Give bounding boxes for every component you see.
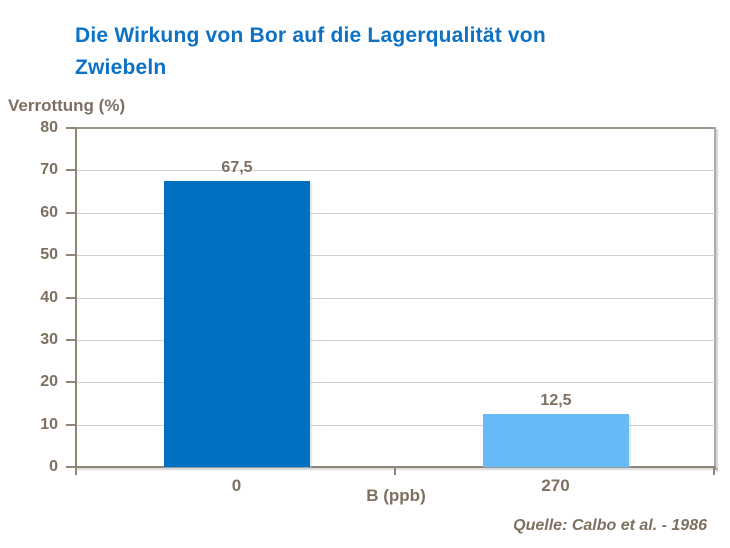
plot-area-top-border <box>75 127 716 129</box>
y-tick-label: 40 <box>40 289 58 306</box>
bar-value-label: 12,5 <box>540 392 572 409</box>
y-tick <box>66 297 75 299</box>
chart-title: Die Wirkung von Bor auf die Lagerqualitä… <box>75 24 546 79</box>
x-category-label: 270 <box>541 476 570 495</box>
x-tick <box>713 466 715 475</box>
gridline <box>77 298 715 299</box>
y-tick <box>66 127 75 129</box>
plot-area-right-border <box>714 127 716 470</box>
gridline <box>77 213 715 214</box>
y-tick <box>66 381 75 383</box>
bar-0 <box>164 181 310 467</box>
y-tick-label: 80 <box>40 119 58 136</box>
source-citation: Quelle: Calbo et al. - 1986 <box>513 517 707 534</box>
bar-270 <box>483 414 629 467</box>
y-tick-label: 50 <box>40 246 58 263</box>
y-axis-line <box>75 127 77 468</box>
y-tick-label: 60 <box>40 204 58 221</box>
x-tick <box>394 466 396 475</box>
y-axis-title: Verrottung (%) <box>8 96 126 115</box>
y-tick-label: 0 <box>49 458 58 475</box>
y-tick <box>66 254 75 256</box>
y-tick <box>66 212 75 214</box>
x-tick <box>75 466 77 475</box>
y-tick <box>66 339 75 341</box>
y-tick <box>66 466 75 468</box>
y-tick-label: 30 <box>40 331 58 348</box>
gridline <box>77 382 715 383</box>
y-tick-label: 20 <box>40 373 58 390</box>
gridline <box>77 340 715 341</box>
x-category-label: 0 <box>231 476 242 495</box>
y-tick-label: 70 <box>40 161 58 178</box>
x-axis-title: B (ppb) <box>366 486 426 505</box>
bar-value-label: 67,5 <box>221 159 253 176</box>
gridline <box>77 170 715 171</box>
y-tick <box>66 169 75 171</box>
y-tick-label: 10 <box>40 416 58 433</box>
gridline <box>77 255 715 256</box>
gridline <box>77 425 715 426</box>
y-tick <box>66 424 75 426</box>
